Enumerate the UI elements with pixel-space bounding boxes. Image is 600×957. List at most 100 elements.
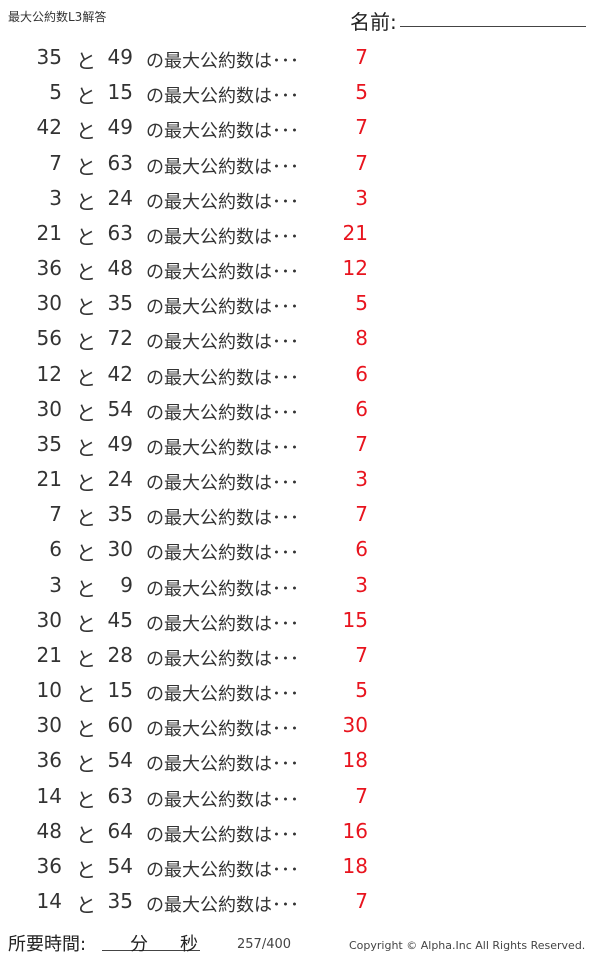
question-text: の最大公約数は･･･ — [146, 367, 299, 389]
answer: 6 — [355, 537, 368, 562]
and-text: と — [76, 576, 96, 601]
answer: 30 — [342, 713, 368, 738]
answer: 7 — [355, 45, 368, 69]
first-number: 48 — [36, 818, 62, 843]
second-number: 35 — [107, 291, 133, 316]
and-text: と — [76, 506, 96, 531]
problem-row: 36 と 48 の最大公約数は･･･ 12 — [0, 256, 600, 291]
minutes-label: 分 — [130, 934, 148, 955]
name-field[interactable] — [400, 26, 586, 27]
answer: 7 — [355, 783, 368, 808]
first-number: 3 — [49, 572, 62, 597]
second-number: 35 — [107, 889, 133, 914]
problem-row: 42 と 49 の最大公約数は･･･ 7 — [0, 115, 600, 150]
first-number: 30 — [36, 291, 62, 316]
question-text: の最大公約数は･･･ — [146, 859, 299, 881]
problem-row: 48 と 64 の最大公約数は･･･ 16 — [0, 819, 600, 854]
second-number: 30 — [107, 537, 133, 562]
problem-row: 10 と 15 の最大公約数は･･･ 5 — [0, 678, 600, 713]
answer: 7 — [355, 431, 368, 456]
answer: 21 — [342, 220, 368, 245]
question-text: の最大公約数は･･･ — [146, 895, 299, 917]
answer: 3 — [355, 467, 368, 492]
time-field[interactable] — [102, 950, 200, 951]
problem-row: 5 と 15 の最大公約数は･･･ 5 — [0, 80, 600, 115]
problem-row: 7 と 35 の最大公約数は･･･ 7 — [0, 502, 600, 537]
second-number: 28 — [107, 642, 133, 667]
second-number: 24 — [107, 467, 133, 492]
and-text: と — [76, 752, 96, 777]
second-number: 48 — [107, 256, 133, 281]
problem-row: 30 と 45 の最大公約数は･･･ 15 — [0, 608, 600, 643]
question-text: の最大公約数は･･･ — [146, 578, 299, 600]
and-text: と — [76, 787, 96, 812]
question-text: の最大公約数は･･･ — [146, 437, 299, 459]
first-number: 21 — [36, 220, 62, 245]
answer: 7 — [355, 502, 368, 527]
seconds-label: 秒 — [180, 934, 198, 955]
first-number: 6 — [49, 537, 62, 562]
problem-row: 35 と 49 の最大公約数は･･･ 7 — [0, 45, 600, 80]
problem-row: 3 と 9 の最大公約数は･･･ 3 — [0, 573, 600, 608]
second-number: 63 — [107, 783, 133, 808]
first-number: 21 — [36, 467, 62, 492]
answer: 7 — [355, 889, 368, 914]
first-number: 36 — [36, 748, 62, 773]
problem-row: 12 と 42 の最大公約数は･･･ 6 — [0, 362, 600, 397]
problem-row: 14 と 35 の最大公約数は･･･ 7 — [0, 889, 600, 924]
and-text: と — [76, 295, 96, 320]
problem-row: 21 と 63 の最大公約数は･･･ 21 — [0, 221, 600, 256]
answer: 5 — [355, 80, 368, 105]
problem-row: 14 と 63 の最大公約数は･･･ 7 — [0, 784, 600, 819]
question-text: の最大公約数は･･･ — [146, 191, 299, 213]
answer: 5 — [355, 291, 368, 316]
and-text: と — [76, 611, 96, 636]
first-number: 30 — [36, 713, 62, 738]
and-text: と — [76, 893, 96, 918]
problem-row: 36 と 54 の最大公約数は･･･ 18 — [0, 748, 600, 783]
second-number: 60 — [107, 713, 133, 738]
second-number: 63 — [107, 220, 133, 245]
question-text: の最大公約数は･･･ — [146, 332, 299, 354]
first-number: 30 — [36, 396, 62, 421]
first-number: 35 — [36, 431, 62, 456]
question-text: の最大公約数は･･･ — [146, 789, 299, 811]
second-number: 72 — [107, 326, 133, 351]
question-text: の最大公約数は･･･ — [146, 719, 299, 741]
answer: 7 — [355, 150, 368, 175]
first-number: 7 — [49, 502, 62, 527]
question-text: の最大公約数は･･･ — [146, 508, 299, 530]
problem-row: 35 と 49 の最大公約数は･･･ 7 — [0, 432, 600, 467]
and-text: と — [76, 260, 96, 285]
and-text: と — [76, 330, 96, 355]
first-number: 12 — [36, 361, 62, 386]
first-number: 7 — [49, 150, 62, 175]
first-number: 21 — [36, 642, 62, 667]
and-text: と — [76, 224, 96, 249]
second-number: 9 — [120, 572, 133, 597]
and-text: と — [76, 189, 96, 214]
second-number: 54 — [107, 748, 133, 773]
question-text: の最大公約数は･･･ — [146, 824, 299, 846]
first-number: 36 — [36, 256, 62, 281]
question-text: の最大公約数は･･･ — [146, 648, 299, 670]
second-number: 24 — [107, 185, 133, 210]
answer: 7 — [355, 115, 368, 140]
and-text: と — [76, 857, 96, 882]
question-text: の最大公約数は･･･ — [146, 51, 299, 72]
and-text: と — [76, 646, 96, 671]
second-number: 49 — [107, 431, 133, 456]
answer: 7 — [355, 642, 368, 667]
first-number: 30 — [36, 607, 62, 632]
second-number: 45 — [107, 607, 133, 632]
problem-row: 36 と 54 の最大公約数は･･･ 18 — [0, 854, 600, 889]
question-text: の最大公約数は･･･ — [146, 613, 299, 635]
worksheet-title: 最大公約数L3解答 — [8, 10, 107, 24]
problem-row: 6 と 30 の最大公約数は･･･ 6 — [0, 537, 600, 572]
first-number: 5 — [49, 80, 62, 105]
second-number: 49 — [107, 115, 133, 140]
answer: 15 — [342, 607, 368, 632]
answer: 5 — [355, 678, 368, 703]
answer: 18 — [342, 853, 368, 878]
